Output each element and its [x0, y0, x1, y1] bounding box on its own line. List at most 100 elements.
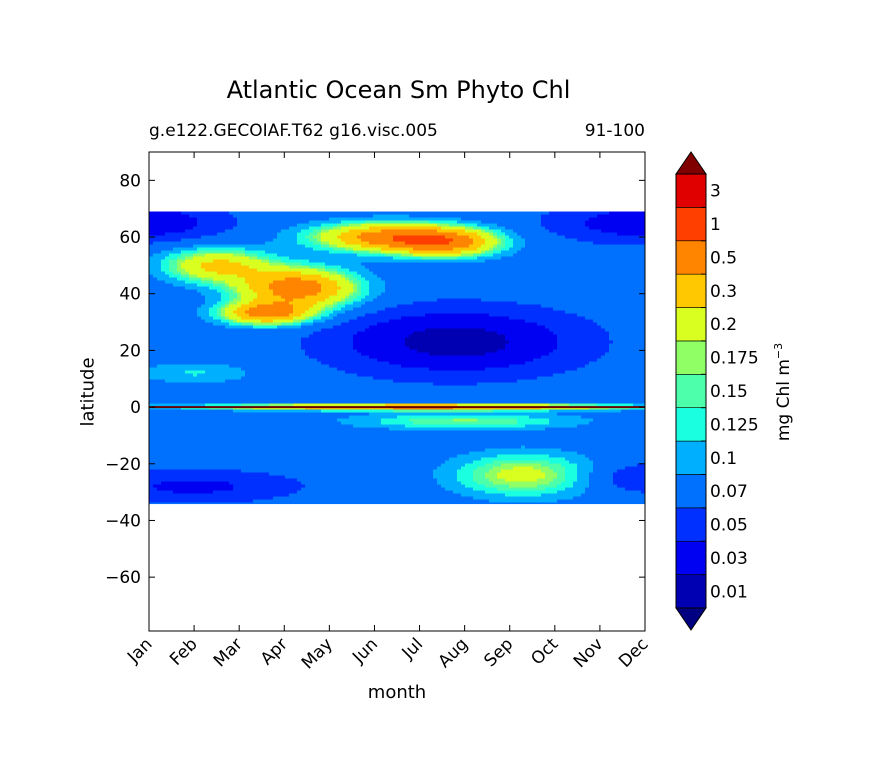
- contour-cell: [405, 211, 410, 216]
- contour-cell: [533, 220, 538, 225]
- contour-cell: [425, 286, 430, 291]
- contour-cell: [157, 301, 162, 306]
- contour-cell: [185, 241, 190, 246]
- contour-cell: [265, 241, 270, 246]
- contour-cell: [325, 220, 330, 225]
- contour-cell: [469, 259, 474, 264]
- contour-cell: [241, 232, 246, 237]
- contour-cell: [373, 280, 378, 285]
- contour-cell: [241, 241, 246, 246]
- contour-cell: [289, 280, 294, 285]
- contour-cell: [549, 298, 554, 303]
- contour-cell: [365, 268, 370, 273]
- contour-cell: [281, 223, 286, 228]
- contour-cell: [309, 298, 314, 303]
- contour-cell: [405, 244, 410, 249]
- contour-cell: [365, 217, 370, 222]
- contour-cell: [205, 211, 210, 216]
- contour-cell: [193, 277, 198, 282]
- contour-cell: [297, 286, 302, 291]
- contour-cell: [205, 268, 210, 273]
- contour-cell: [637, 250, 642, 255]
- contour-cell: [333, 271, 338, 276]
- contour-cell: [637, 247, 642, 252]
- contour-cell: [313, 241, 318, 246]
- contour-cell: [469, 268, 474, 273]
- contour-cell: [565, 241, 570, 246]
- contour-cell: [149, 253, 154, 258]
- contour-cell: [289, 307, 294, 312]
- contour-cell: [497, 295, 502, 300]
- contour-cell: [445, 295, 450, 300]
- contour-cell: [201, 277, 206, 282]
- contour-cell: [641, 256, 645, 261]
- contour-cell: [369, 253, 374, 258]
- contour-cell: [569, 292, 574, 297]
- contour-cell: [373, 265, 378, 270]
- contour-cell: [481, 262, 486, 267]
- contour-cell: [313, 268, 318, 273]
- contour-cell: [593, 250, 598, 255]
- contour-cell: [365, 247, 370, 252]
- contour-cell: [313, 220, 318, 225]
- contour-cell: [337, 241, 342, 246]
- contour-cell: [545, 274, 550, 279]
- contour-cell: [189, 265, 194, 270]
- contour-cell: [525, 223, 530, 228]
- contour-cell: [397, 295, 402, 300]
- contour-cell: [561, 277, 566, 282]
- contour-cell: [581, 265, 586, 270]
- contour-cell: [245, 310, 250, 315]
- contour-cell: [409, 289, 414, 294]
- contour-cell: [341, 214, 346, 219]
- contour-cell: [481, 220, 486, 225]
- contour-cell: [481, 253, 486, 258]
- contour-cell: [537, 301, 542, 306]
- contour-cell: [433, 235, 438, 240]
- contour-cell: [437, 220, 442, 225]
- contour-cell: [281, 274, 286, 279]
- contour-cell: [261, 283, 266, 288]
- contour-cell: [433, 214, 438, 219]
- contour-cell: [477, 247, 482, 252]
- contour-cell: [569, 238, 574, 243]
- contour-cell: [561, 307, 566, 312]
- contour-cell: [357, 229, 362, 234]
- contour-cell: [565, 298, 570, 303]
- contour-cell: [365, 295, 370, 300]
- contour-cell: [421, 238, 426, 243]
- contour-cell: [529, 250, 534, 255]
- contour-cell: [501, 220, 506, 225]
- contour-cell: [221, 274, 226, 279]
- contour-cell: [333, 310, 338, 315]
- contour-cell: [629, 250, 634, 255]
- contour-cell: [321, 301, 326, 306]
- contour-cell: [157, 226, 162, 231]
- contour-cell: [169, 286, 174, 291]
- contour-cell: [281, 277, 286, 282]
- contour-cell: [401, 268, 406, 273]
- contour-cell: [469, 262, 474, 267]
- contour-cell: [637, 304, 642, 309]
- contour-cell: [441, 262, 446, 267]
- contour-cell: [413, 265, 418, 270]
- contour-cell: [289, 295, 294, 300]
- contour-cell: [201, 274, 206, 279]
- contour-cell: [193, 211, 198, 216]
- contour-cell: [449, 262, 454, 267]
- contour-cell: [465, 238, 470, 243]
- contour-cell: [237, 253, 242, 258]
- contour-cell: [505, 232, 510, 237]
- contour-cell: [505, 271, 510, 276]
- contour-cell: [165, 295, 170, 300]
- contour-cell: [349, 232, 354, 237]
- contour-cell: [553, 217, 558, 222]
- contour-cell: [461, 250, 466, 255]
- contour-cell: [205, 232, 210, 237]
- contour-cell: [509, 247, 514, 252]
- contour-cell: [185, 256, 190, 261]
- contour-cell: [461, 241, 466, 246]
- contour-cell: [477, 217, 482, 222]
- contour-cell: [313, 217, 318, 222]
- contour-cell: [497, 238, 502, 243]
